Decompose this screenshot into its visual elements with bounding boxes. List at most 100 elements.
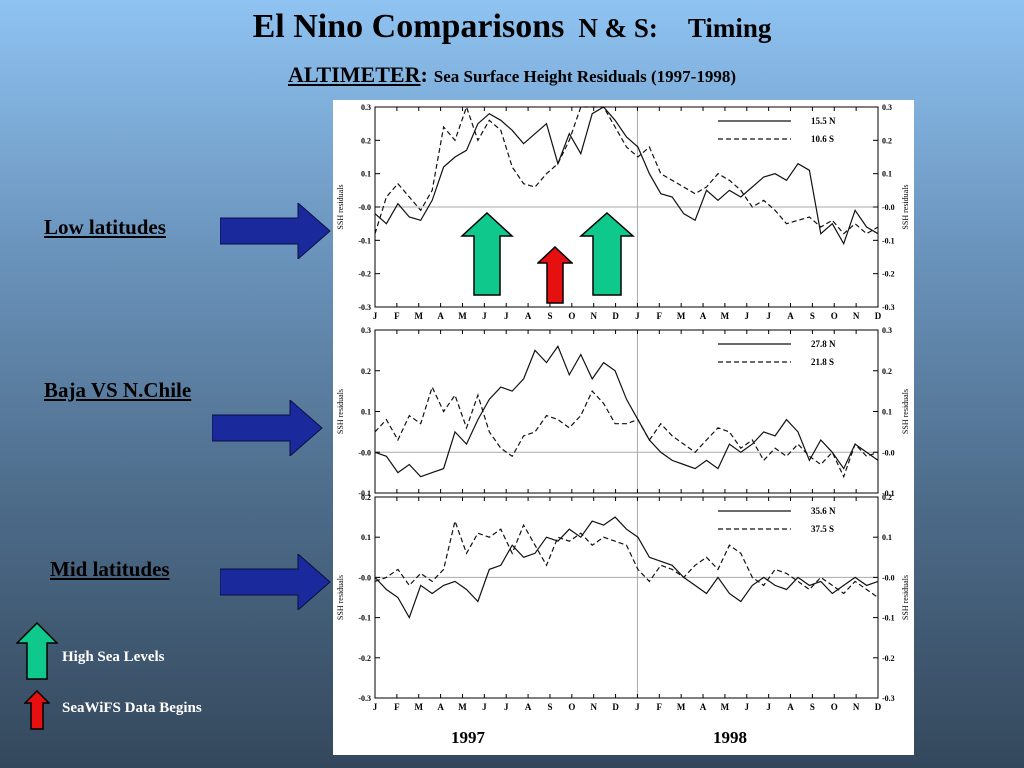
year-label-1997: 1997 [451,728,486,747]
x-tick-label: D [875,702,882,712]
y-tick-label-left: -0.1 [358,236,371,245]
y-tick-label-right: -0.1 [882,489,895,498]
x-tick-label: M [458,702,467,712]
series-line-35-6-N [374,516,879,620]
y-tick-label-right: 0.1 [882,170,892,179]
x-tick-label: M [414,702,423,712]
right-arrow-icon [220,554,331,610]
x-tick-label: J [482,311,487,321]
y-tick-label-right: -0.0 [882,448,895,457]
subtitle-instrument: ALTIMETER [288,62,421,87]
y-tick-label-left: -0.0 [358,573,371,582]
row-label-baja-vs-chile: Baja VS N.Chile [44,378,192,402]
x-tick-label: S [810,702,815,712]
y-tick-label-right: 0.1 [882,533,892,542]
x-tick-label: N [853,311,860,321]
x-tick-label: J [745,702,750,712]
y-tick-label-right: -0.2 [882,270,895,279]
x-tick-label: J [635,702,640,712]
x-tick-label: D [612,702,619,712]
x-tick-label: J [504,311,509,321]
y-tick-label-left: -0.0 [358,203,371,212]
x-tick-label: N [853,702,860,712]
chart-panel: 0.3 0.3 0.2 0.2 0.1 0.1 -0.0 -0.0 -0.1 -0.1 -0.2 -0… [333,100,914,755]
legend-seawifs-begins: SeaWiFS Data Begins [62,700,202,716]
y-axis-label-left: SSH residuals [336,575,345,620]
series-line-37-5-S [374,518,879,598]
year-label-1998: 1998 [713,728,747,747]
legend-series-name: 15.5 N [811,116,836,126]
legend-series-name: 27.8 N [811,339,836,349]
x-tick-label: F [657,311,663,321]
y-tick-label-left: -0.3 [358,303,371,312]
y-tick-label-right: -0.1 [882,614,895,623]
x-tick-label: S [547,311,552,321]
y-tick-label-right: 0.1 [882,408,892,417]
x-tick-label: O [831,311,838,321]
x-tick-label: A [787,702,794,712]
y-tick-label-right: -0.3 [882,303,895,312]
y-tick-label-right: 0.2 [882,367,892,376]
up-arrow-icon [537,246,573,304]
x-tick-label: M [458,311,467,321]
x-tick-label: A [700,311,707,321]
y-tick-label-left: 0.1 [361,408,371,417]
x-tick-label: F [394,702,400,712]
x-tick-label: J [373,311,378,321]
x-tick-label: J [504,702,509,712]
x-tick-label: A [787,311,794,321]
up-arrow-icon [24,690,50,730]
series-line-15-5-N [374,106,879,246]
y-tick-label-right: 0.3 [882,326,892,335]
x-tick-label: A [437,311,444,321]
y-axis-label-right: SSH residuals [901,389,910,434]
x-tick-label: D [612,311,619,321]
x-tick-label: J [745,311,750,321]
x-tick-label: D [875,311,882,321]
series-line-21-8-S [374,385,879,479]
series-line-27-8-N [374,345,879,478]
y-tick-label-right: 0.2 [882,136,892,145]
y-tick-label-right: -0.0 [882,203,895,212]
y-tick-label-left: 0.1 [361,533,371,542]
y-tick-label-right: -0.3 [882,694,895,703]
x-tick-label: O [568,702,575,712]
x-tick-label: J [635,311,640,321]
x-tick-label: M [721,702,730,712]
legend-series-name: 10.6 S [811,134,834,144]
x-tick-label: A [437,702,444,712]
slide-subtitle: ALTIMETER: Sea Surface Height Residuals (… [0,62,1024,88]
title-sub: N & S: [578,13,658,43]
x-tick-label: A [700,702,707,712]
up-arrow-icon [579,212,635,296]
x-tick-label: J [766,702,771,712]
row-label-mid-latitudes: Mid latitudes [50,557,170,581]
row-label-low-latitudes: Low latitudes [44,215,166,239]
x-tick-label: M [414,311,423,321]
subtitle-colon: : [420,62,428,87]
y-tick-label-right: 0.3 [882,103,892,112]
y-tick-label-left: 0.3 [361,326,371,335]
x-tick-label: O [831,702,838,712]
y-tick-label-left: -0.1 [358,489,371,498]
right-arrow-icon [212,400,323,456]
x-tick-label: J [482,702,487,712]
title-timing: Timing [687,13,772,43]
plot-frame [374,329,879,494]
x-tick-label: M [677,702,686,712]
y-tick-label-right: 0.2 [882,493,892,502]
y-tick-label-left: 0.2 [361,493,371,502]
legend-high-sea-levels: High Sea Levels [62,649,165,665]
y-tick-label-left: 0.2 [361,367,371,376]
x-tick-label: N [590,311,597,321]
x-tick-label: M [677,311,686,321]
slide-title: El Nino Comparisons N & S: Timing [0,8,1024,46]
up-arrow-icon [16,622,58,680]
y-tick-label-left: 0.3 [361,103,371,112]
plot-frame [374,496,879,699]
y-tick-label-left: -0.2 [358,270,371,279]
y-axis-label-right: SSH residuals [901,575,910,620]
y-tick-label-left: -0.0 [358,448,371,457]
x-tick-label: A [525,702,532,712]
y-tick-label-right: -0.1 [882,236,895,245]
